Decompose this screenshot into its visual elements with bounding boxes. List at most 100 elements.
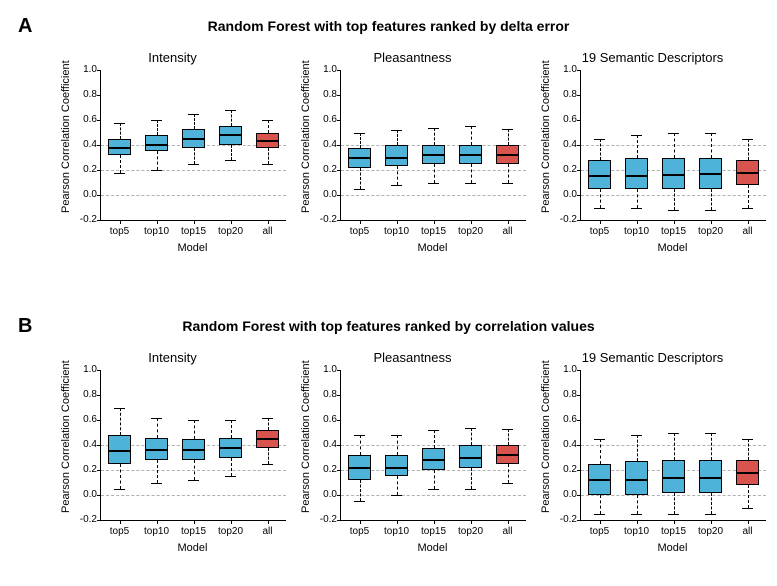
- subplot-a-2: 19 Semantic Descriptors-0.20.00.20.40.60…: [540, 70, 765, 240]
- subplot-b-2: 19 Semantic Descriptors-0.20.00.20.40.60…: [540, 370, 765, 540]
- subplot-title: 19 Semantic Descriptors: [540, 350, 765, 365]
- xtick-mark: [120, 520, 121, 524]
- whisker-cap-lower: [742, 508, 753, 509]
- whisker-cap-upper: [225, 110, 236, 111]
- ytick-mark: [577, 445, 581, 446]
- ytick-label: 0.0: [549, 189, 577, 200]
- whisker-cap-lower: [594, 514, 605, 515]
- whisker-upper: [231, 110, 232, 126]
- ylabel: Pearson Correlation Coefficient: [300, 360, 312, 513]
- xtick-label: top15: [181, 526, 206, 537]
- whisker-upper: [674, 433, 675, 461]
- median-line: [182, 449, 204, 451]
- xtick-mark: [194, 220, 195, 224]
- xtick-label: top5: [350, 226, 369, 237]
- whisker-cap-lower: [391, 185, 402, 186]
- whisker-cap-upper: [668, 133, 679, 134]
- xtick-label: top15: [661, 226, 686, 237]
- xtick-label: top10: [144, 526, 169, 537]
- whisker-upper: [748, 139, 749, 160]
- whisker-cap-upper: [742, 439, 753, 440]
- median-line: [422, 459, 444, 461]
- gridline: [341, 195, 526, 196]
- xlabel: Model: [340, 242, 525, 254]
- ytick-mark: [97, 370, 101, 371]
- xtick-mark: [471, 520, 472, 524]
- whisker-cap-upper: [354, 133, 365, 134]
- whisker-lower: [637, 495, 638, 514]
- ytick-mark: [97, 470, 101, 471]
- whisker-lower: [434, 470, 435, 489]
- whisker-lower: [637, 189, 638, 208]
- whisker-cap-upper: [631, 135, 642, 136]
- median-line: [108, 450, 130, 452]
- whisker-cap-upper: [151, 120, 162, 121]
- whisker-lower: [268, 448, 269, 464]
- xtick-label: top15: [181, 226, 206, 237]
- xtick-mark: [637, 520, 638, 524]
- gridline: [341, 495, 526, 496]
- whisker-lower: [360, 168, 361, 189]
- whisker-upper: [194, 420, 195, 439]
- median-line: [385, 157, 407, 159]
- ytick-mark: [577, 520, 581, 521]
- whisker-lower: [674, 189, 675, 210]
- whisker-upper: [157, 120, 158, 135]
- xlabel: Model: [100, 542, 285, 554]
- xtick-mark: [397, 220, 398, 224]
- whisker-cap-lower: [188, 480, 199, 481]
- ylabel: Pearson Correlation Coefficient: [60, 360, 72, 513]
- median-line: [496, 454, 518, 456]
- whisker-cap-upper: [631, 435, 642, 436]
- xlabel: Model: [580, 242, 765, 254]
- figure: A Random Forest with top features ranked…: [0, 0, 777, 586]
- xtick-label: top15: [421, 226, 446, 237]
- whisker-upper: [397, 435, 398, 455]
- ytick-label: 0.4: [309, 439, 337, 450]
- whisker-upper: [120, 123, 121, 139]
- whisker-cap-lower: [428, 183, 439, 184]
- ytick-label: 1.0: [309, 364, 337, 375]
- gridline: [101, 170, 286, 171]
- whisker-cap-upper: [428, 128, 439, 129]
- ytick-mark: [97, 195, 101, 196]
- ytick-mark: [337, 120, 341, 121]
- whisker-cap-lower: [705, 514, 716, 515]
- xtick-label: top10: [144, 226, 169, 237]
- median-line: [108, 147, 130, 149]
- ylabel: Pearson Correlation Coefficient: [540, 360, 552, 513]
- gridline: [101, 495, 286, 496]
- xtick-mark: [508, 520, 509, 524]
- whisker-cap-upper: [428, 430, 439, 431]
- median-line: [219, 447, 241, 449]
- ytick-label: 0.8: [309, 389, 337, 400]
- whisker-cap-lower: [188, 164, 199, 165]
- whisker-cap-upper: [188, 420, 199, 421]
- whisker-cap-upper: [594, 439, 605, 440]
- whisker-lower: [711, 493, 712, 514]
- plot-area: -0.20.00.20.40.60.81.0top5top10top15top2…: [340, 370, 526, 521]
- whisker-upper: [231, 420, 232, 438]
- whisker-upper: [268, 418, 269, 431]
- plot-area: -0.20.00.20.40.60.81.0top5top10top15top2…: [580, 370, 766, 521]
- whisker-cap-lower: [354, 501, 365, 502]
- ytick-mark: [97, 145, 101, 146]
- xtick-label: all: [502, 526, 512, 537]
- xtick-mark: [748, 520, 749, 524]
- ytick-label: -0.2: [549, 214, 577, 225]
- ytick-mark: [577, 145, 581, 146]
- whisker-lower: [397, 476, 398, 495]
- ytick-label: 0.8: [549, 89, 577, 100]
- median-line: [256, 438, 278, 440]
- median-line: [625, 175, 647, 177]
- whisker-cap-lower: [502, 483, 513, 484]
- median-line: [736, 172, 758, 174]
- xtick-label: all: [742, 526, 752, 537]
- xtick-label: top10: [624, 226, 649, 237]
- whisker-upper: [157, 418, 158, 438]
- whisker-upper: [360, 133, 361, 148]
- xtick-mark: [120, 220, 121, 224]
- whisker-cap-upper: [502, 429, 513, 430]
- whisker-cap-lower: [465, 489, 476, 490]
- whisker-upper: [471, 428, 472, 446]
